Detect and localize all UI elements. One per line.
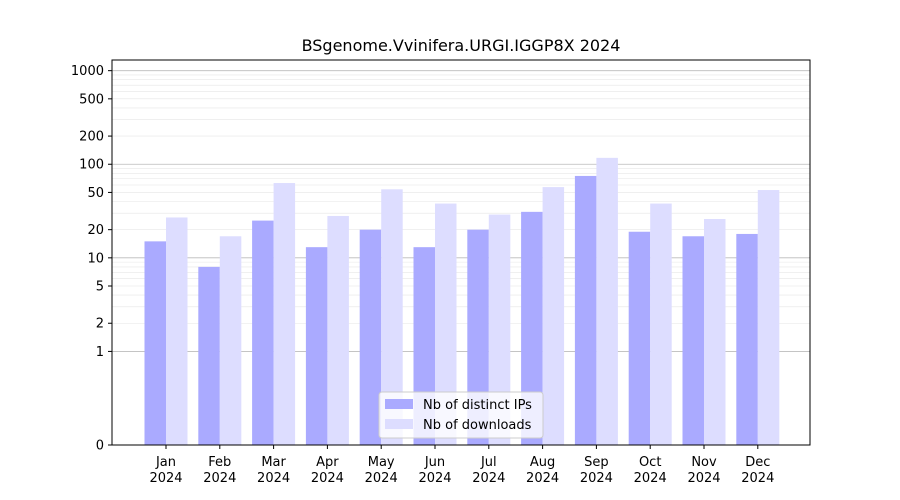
x-tick-label-month: May	[368, 455, 395, 470]
x-tick-label-year: 2024	[687, 471, 720, 486]
bar-ips-jul	[467, 229, 489, 445]
y-tick-label: 100	[79, 158, 104, 173]
y-tick-label: 10	[87, 251, 104, 266]
bar-ips-oct	[628, 231, 651, 445]
x-tick-label-month: Jun	[424, 455, 445, 470]
bar-downloads-jun	[435, 203, 457, 445]
y-tick-label: 5	[96, 280, 104, 295]
y-tick-label: 50	[87, 186, 104, 201]
bar-downloads-may	[381, 189, 403, 445]
bar-downloads-oct	[650, 203, 672, 445]
legend: Nb of distinct IPs Nb of downloads	[378, 391, 544, 439]
legend-label: Nb of distinct IPs	[423, 398, 532, 413]
bar-downloads-dec	[757, 190, 780, 445]
y-tick-label: 2	[96, 317, 104, 332]
x-tick-label-year: 2024	[257, 471, 290, 486]
chart-title: BSgenome.Vvinifera.URGI.IGGP8X 2024	[302, 36, 621, 55]
y-tick-label: 20	[87, 223, 104, 238]
x-tick-label-month: Dec	[745, 455, 770, 470]
bar-ips-sep	[574, 175, 597, 445]
x-tick-label-month: Feb	[208, 455, 231, 470]
x-tick-label-year: 2024	[526, 471, 559, 486]
bar-downloads-feb	[219, 236, 242, 445]
x-tick-label-month: Jan	[155, 455, 176, 470]
bar-downloads-jul	[488, 214, 511, 445]
bar-ips-nov	[682, 236, 704, 445]
y-tick-label: 500	[79, 92, 104, 107]
y-tick-label: 200	[79, 130, 104, 145]
x-tick-label-month: Nov	[691, 455, 717, 470]
x-tick-label-year: 2024	[418, 471, 451, 486]
y-axis: 0 1 2 5 10 20 50 100 200 500 1000	[71, 64, 112, 454]
legend-swatch	[385, 399, 413, 409]
bar-downloads-sep	[596, 157, 618, 446]
x-tick-label-year: 2024	[472, 471, 505, 486]
legend-swatch	[385, 419, 413, 429]
x-tick-label-month: Apr	[316, 455, 339, 470]
x-tick-label-year: 2024	[311, 471, 344, 486]
x-tick-label-year: 2024	[741, 471, 774, 486]
legend-label: Nb of downloads	[423, 418, 532, 433]
x-tick-label-year: 2024	[365, 471, 398, 486]
bar-ips-jan	[144, 241, 166, 445]
bar-ips-mar	[252, 220, 274, 445]
y-tick-label: 0	[96, 439, 104, 454]
bar-ips-apr	[305, 247, 328, 445]
x-tick-label-year: 2024	[634, 471, 667, 486]
x-tick-label-month: Aug	[530, 455, 555, 470]
plot-frame	[111, 59, 811, 446]
bar-ips-feb	[198, 266, 220, 445]
bar-ips-aug	[521, 211, 543, 445]
bar-downloads-apr	[327, 215, 349, 445]
legend-box	[378, 391, 544, 439]
y-tick-label: 1000	[71, 64, 104, 79]
y-tick-label: 1	[96, 345, 104, 360]
bar-downloads-jan	[166, 217, 188, 445]
x-axis: Jan2024Feb2024Mar2024Apr2024May2024Jun20…	[149, 445, 774, 486]
bar-downloads-aug	[542, 187, 565, 445]
x-tick-label-month: Jul	[480, 455, 497, 470]
bar-ips-may	[359, 229, 382, 445]
bar-downloads-mar	[273, 183, 296, 446]
x-tick-label-year: 2024	[580, 471, 613, 486]
x-tick-label-month: Mar	[261, 455, 286, 470]
bar-ips-dec	[736, 233, 758, 445]
x-tick-label-month: Oct	[639, 455, 661, 470]
x-tick-label-year: 2024	[149, 471, 182, 486]
bar-downloads-nov	[704, 218, 726, 445]
x-tick-label-month: Sep	[584, 455, 609, 470]
x-tick-label-year: 2024	[203, 471, 236, 486]
